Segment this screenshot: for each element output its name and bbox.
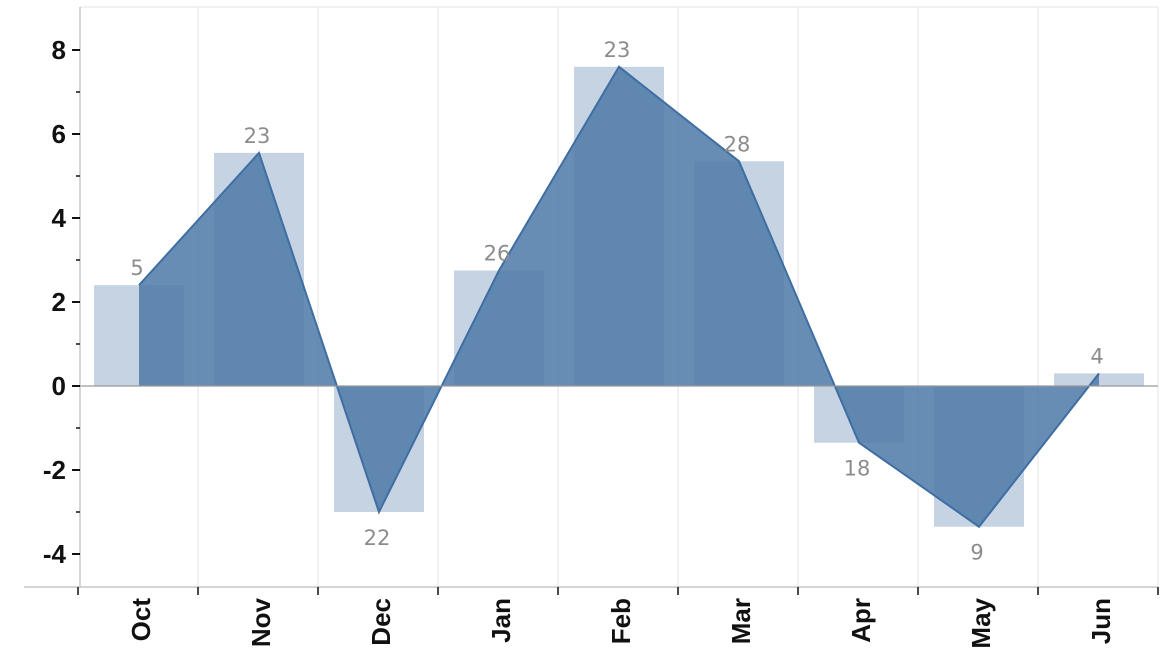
x-tick-label-may: May [966,597,996,648]
data-label: 22 [364,526,391,550]
x-tick-label-apr: Apr [846,598,876,643]
data-label: 9 [970,541,983,565]
x-tick-label-dec: Dec [366,598,396,646]
data-label: 4 [1090,344,1103,368]
x-axis-ticks: Oct Nov Dec Jan Feb Mar Apr May Jun [77,587,1159,649]
area-fill [139,66,1099,527]
x-tick-label-jun: Jun [1086,598,1116,644]
y-tick-label: 8 [52,35,66,65]
data-label: 18 [844,457,871,481]
data-label: 28 [724,132,751,156]
data-label: 23 [604,38,631,62]
y-tick-label: -4 [43,539,67,569]
axes [24,7,1158,588]
y-tick-label: 0 [52,371,66,401]
area-line [138,65,1100,529]
y-tick-label: 4 [52,203,67,233]
y-tick-label: -2 [43,455,66,485]
data-label: 26 [484,242,511,266]
x-tick-label-mar: Mar [726,598,756,644]
data-label: 5 [130,256,143,280]
y-tick-label: 6 [52,119,66,149]
area-series [138,65,1100,529]
data-label: 23 [244,124,271,148]
y-tick-label: 2 [52,287,66,317]
x-tick-label-nov: Nov [246,597,276,647]
x-tick-label-jan: Jan [486,598,516,643]
y-axis-ticks: -4 -2 0 2 4 6 8 [43,35,80,569]
data-labels: 5 23 22 26 23 28 18 9 4 [130,38,1103,565]
x-tick-label-oct: Oct [126,598,156,642]
x-tick-label-feb: Feb [606,598,636,644]
